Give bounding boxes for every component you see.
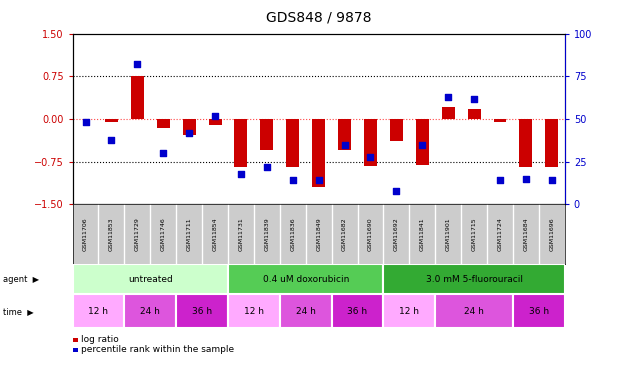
Bar: [468, 109, 481, 119]
Point: [469, 96, 479, 102]
Text: 24 h: 24 h: [140, 307, 160, 316]
Text: percentile rank within the sample: percentile rank within the sample: [81, 345, 234, 354]
Point: [417, 142, 427, 148]
Bar: [280, 294, 332, 328]
Text: agent  ▶: agent ▶: [3, 275, 39, 284]
Bar: [176, 294, 228, 328]
Bar: [209, 119, 221, 125]
Bar: [182, 119, 196, 135]
Bar: [124, 294, 176, 328]
Point: [81, 120, 91, 126]
Text: GSM11901: GSM11901: [445, 217, 451, 251]
Text: GSM11696: GSM11696: [550, 217, 554, 251]
Text: log ratio: log ratio: [81, 335, 119, 344]
Text: GSM11854: GSM11854: [213, 217, 218, 251]
Text: GSM11715: GSM11715: [471, 217, 476, 251]
Bar: [156, 119, 170, 128]
Text: GSM11839: GSM11839: [264, 217, 269, 251]
Point: [546, 177, 557, 183]
Text: GSM11711: GSM11711: [187, 217, 192, 251]
Point: [158, 150, 168, 156]
Bar: [519, 119, 533, 167]
Bar: [442, 106, 455, 119]
Point: [443, 94, 453, 100]
Point: [184, 130, 194, 136]
Text: 24 h: 24 h: [464, 307, 484, 316]
Text: 36 h: 36 h: [192, 307, 212, 316]
Text: GSM11729: GSM11729: [135, 217, 140, 251]
Bar: [105, 119, 118, 122]
Text: GSM11684: GSM11684: [523, 217, 528, 251]
Text: 24 h: 24 h: [296, 307, 316, 316]
Bar: [73, 264, 228, 294]
Point: [133, 62, 143, 68]
Bar: [416, 119, 428, 165]
Point: [365, 154, 375, 160]
Bar: [364, 119, 377, 166]
Bar: [131, 76, 144, 119]
Bar: [493, 119, 507, 122]
Bar: [435, 294, 513, 328]
Bar: [545, 119, 558, 167]
Point: [391, 188, 401, 194]
Text: GSM11853: GSM11853: [109, 217, 114, 251]
Text: GDS848 / 9878: GDS848 / 9878: [266, 10, 372, 24]
Bar: [261, 119, 273, 150]
Bar: [390, 119, 403, 141]
Bar: [228, 264, 384, 294]
Text: GSM11849: GSM11849: [316, 217, 321, 251]
Text: GSM11692: GSM11692: [394, 217, 399, 251]
Text: 36 h: 36 h: [529, 307, 549, 316]
Bar: [73, 294, 124, 328]
Text: time  ▶: time ▶: [3, 307, 34, 316]
Bar: [384, 294, 435, 328]
Bar: [312, 119, 325, 188]
Text: 0.4 uM doxorubicin: 0.4 uM doxorubicin: [262, 275, 349, 284]
Bar: [338, 119, 351, 150]
Text: GSM11836: GSM11836: [290, 217, 295, 251]
Text: GSM11706: GSM11706: [83, 217, 88, 251]
Text: GSM11682: GSM11682: [342, 217, 347, 251]
Text: 12 h: 12 h: [88, 307, 109, 316]
Bar: [384, 264, 565, 294]
Text: 12 h: 12 h: [244, 307, 264, 316]
Text: GSM11746: GSM11746: [161, 217, 166, 251]
Bar: [235, 119, 247, 167]
Text: GSM11841: GSM11841: [420, 217, 425, 251]
Text: GSM11731: GSM11731: [239, 217, 244, 251]
Bar: [332, 294, 384, 328]
Bar: [513, 294, 565, 328]
Text: untreated: untreated: [128, 275, 173, 284]
Point: [314, 177, 324, 183]
Point: [339, 142, 350, 148]
Bar: [228, 294, 280, 328]
Point: [107, 136, 117, 142]
Text: 36 h: 36 h: [348, 307, 368, 316]
Bar: [286, 119, 299, 167]
Point: [495, 177, 505, 183]
Point: [262, 164, 272, 170]
Point: [521, 176, 531, 182]
Point: [288, 177, 298, 183]
Text: GSM11690: GSM11690: [368, 217, 373, 251]
Text: 12 h: 12 h: [399, 307, 420, 316]
Text: 3.0 mM 5-fluorouracil: 3.0 mM 5-fluorouracil: [425, 275, 522, 284]
Point: [236, 171, 246, 177]
Text: GSM11724: GSM11724: [497, 217, 502, 251]
Point: [210, 112, 220, 118]
